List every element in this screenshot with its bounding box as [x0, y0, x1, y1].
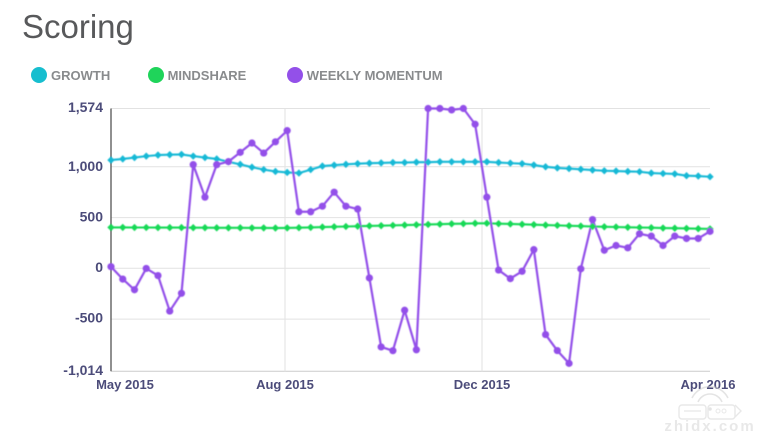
- svg-text:1,000: 1,000: [68, 158, 103, 174]
- svg-text:-1,014: -1,014: [63, 362, 103, 378]
- svg-text:May 2015: May 2015: [96, 377, 154, 392]
- svg-text:1,574: 1,574: [68, 99, 103, 115]
- svg-text:-500: -500: [75, 310, 103, 326]
- svg-text:Apr 2016: Apr 2016: [681, 377, 736, 392]
- svg-text:500: 500: [80, 209, 104, 225]
- svg-text:Dec 2015: Dec 2015: [454, 377, 510, 392]
- svg-text:zhidx.com: zhidx.com: [664, 418, 755, 435]
- svg-text:Aug 2015: Aug 2015: [256, 377, 314, 392]
- svg-text:0: 0: [95, 259, 103, 275]
